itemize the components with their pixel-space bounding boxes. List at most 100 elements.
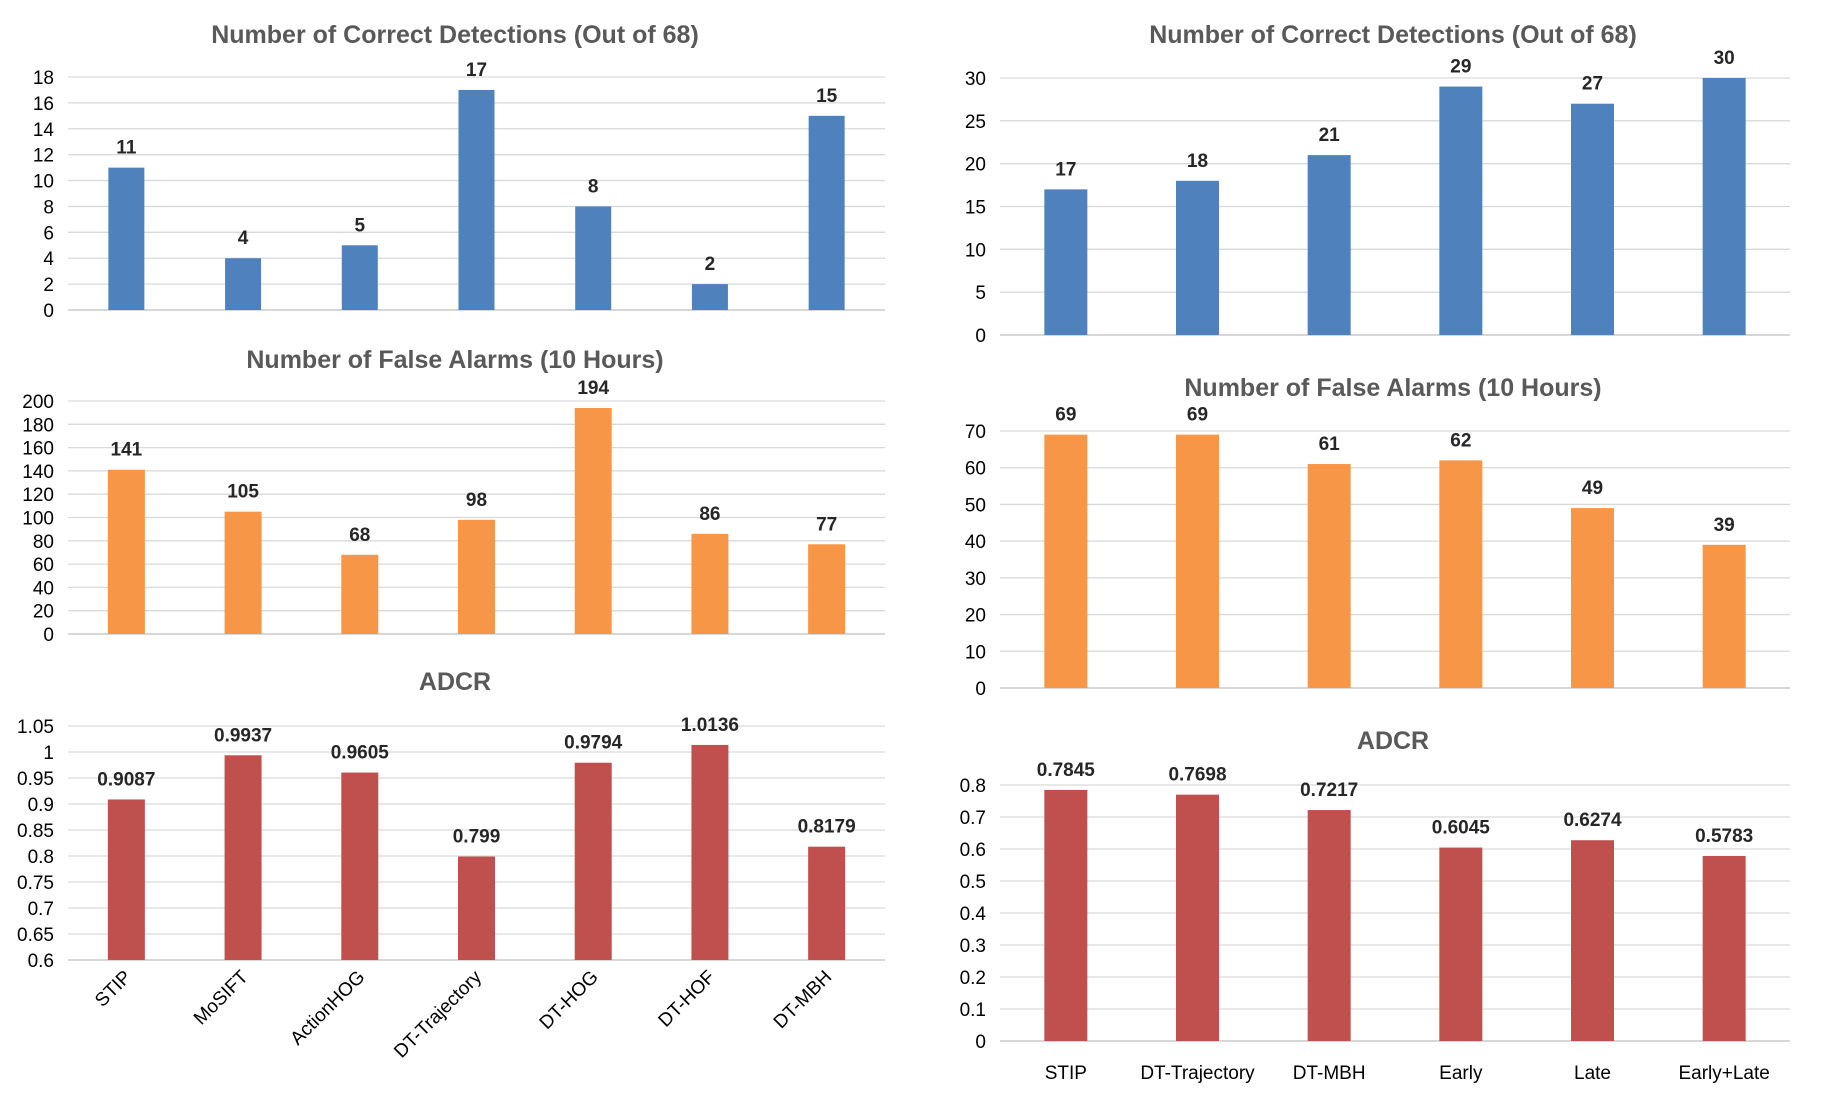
y-tick-label: 0 [975,326,986,347]
y-tick-label: 160 [22,439,54,460]
chart-title: Number of Correct Detections (Out of 68) [1149,21,1637,49]
bar [808,846,846,960]
y-tick-label: 2 [43,275,54,296]
bar [574,762,612,960]
x-tick-label: DT-HOG [536,967,603,1034]
y-tick-label: 12 [33,146,54,167]
data-label: 29 [1450,57,1471,78]
y-tick-label: 0 [975,1032,986,1053]
y-tick-label: 60 [965,459,986,480]
y-tick-label: 0.4 [960,904,987,925]
bar [1439,460,1483,688]
data-label: 86 [699,504,720,525]
y-tick-label: 4 [43,249,54,270]
y-tick-label: 10 [965,642,986,663]
y-tick-label: 180 [22,415,54,436]
data-label: 18 [1187,151,1208,172]
bar [1176,180,1219,335]
chart-title: Number of False Alarms (10 Hours) [1184,374,1601,402]
bar [808,544,846,634]
data-label: 0.6045 [1432,818,1491,839]
bar [575,206,612,310]
data-label: 0.7217 [1300,780,1358,801]
data-label: 0.5783 [1695,826,1753,847]
y-tick-label: 0.95 [17,769,54,790]
bar [1571,508,1614,688]
y-tick-label: 30 [965,569,986,590]
data-label: 0.9605 [331,743,390,764]
data-label: 27 [1582,74,1603,95]
data-label: 141 [111,440,143,461]
bar [1702,78,1746,335]
y-tick-label: 0.8 [960,776,986,797]
bar [1702,544,1746,688]
bar [341,554,379,634]
chart-title: ADCR [419,668,491,696]
bar [225,258,262,310]
data-label: 69 [1187,405,1208,426]
data-label: 2 [705,254,716,275]
data-label: 17 [1055,159,1076,180]
data-label: 4 [238,228,249,249]
y-tick-label: 0.5 [960,872,986,893]
bar [108,167,145,310]
x-tick-label: Early [1439,1063,1483,1084]
chart-title: ADCR [1357,727,1429,755]
data-label: 49 [1582,478,1603,499]
chart-title: Number of False Alarms (10 Hours) [246,346,663,374]
data-label: 21 [1319,125,1341,146]
y-tick-label: 0.6 [28,951,54,972]
bar [107,799,145,960]
bar [224,511,262,634]
y-tick-label: 140 [22,462,54,483]
y-tick-label: 8 [43,197,54,218]
y-tick-label: 20 [33,602,54,623]
x-tick-label: DT-Trajectory [1140,1063,1255,1084]
y-tick-label: 20 [965,606,986,627]
data-label: 11 [116,138,137,159]
x-tick-label: DT-HOF [655,967,720,1032]
data-label: 98 [466,490,487,511]
bar [1571,103,1614,335]
data-label: 0.9794 [564,733,623,754]
data-label: 105 [227,482,259,503]
y-tick-label: 0.7 [960,808,986,829]
bar [341,245,378,310]
data-label: 0.7698 [1168,765,1226,786]
bar [458,856,495,960]
y-tick-label: 16 [33,94,54,115]
bar [1307,155,1351,335]
data-label: 61 [1319,434,1341,455]
y-tick-label: 6 [43,223,54,244]
data-label: 0.9937 [214,725,272,746]
y-tick-label: 0 [43,301,54,322]
x-tick-label: Late [1574,1063,1611,1084]
y-tick-label: 1 [43,743,54,764]
data-label: 0.799 [453,827,501,848]
y-tick-label: 0.65 [17,925,54,946]
y-tick-label: 10 [965,240,986,261]
x-tick-label: DT-MBH [770,967,836,1033]
bar [574,407,612,634]
y-tick-label: 120 [22,485,54,506]
y-tick-label: 0.8 [28,847,54,868]
y-tick-label: 14 [33,120,55,141]
bar [1044,189,1088,335]
y-tick-label: 0.6 [960,840,986,861]
y-tick-label: 0.85 [17,821,54,842]
data-label: 15 [816,86,838,107]
data-label: 77 [816,514,837,535]
bar [1176,434,1219,688]
y-tick-label: 80 [33,532,54,553]
bar [808,115,845,310]
y-tick-label: 70 [965,422,986,443]
y-tick-label: 40 [33,578,54,599]
data-label: 194 [577,378,609,399]
bar [1439,86,1483,335]
bar [1307,464,1351,688]
bar [458,519,495,634]
bar [1439,847,1483,1041]
y-tick-label: 40 [965,532,986,553]
bar [691,533,729,634]
bar [224,755,262,960]
